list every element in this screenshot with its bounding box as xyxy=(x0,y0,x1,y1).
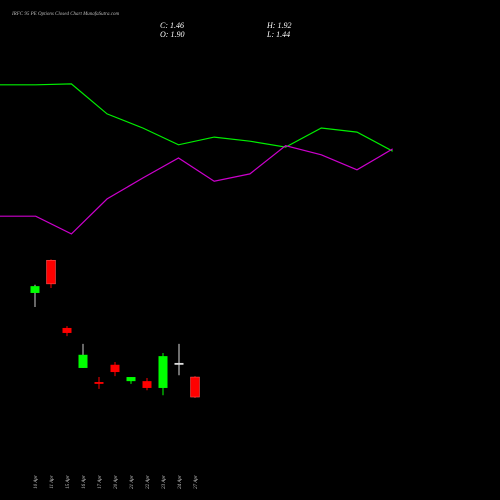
x-tick-label: 10 Apr xyxy=(34,475,39,489)
x-tick-label: 24 Apr xyxy=(178,475,183,489)
candle-body xyxy=(110,364,120,373)
chart-title: IRFC 95 PE Options Closed Chart MunafaSu… xyxy=(11,12,119,17)
candle-body xyxy=(142,381,152,388)
x-tick-label: 15 Apr xyxy=(66,475,71,489)
x-tick-label: 17 Apr xyxy=(98,475,103,489)
candle-body xyxy=(30,286,40,293)
x-tick-label: 27 Apr xyxy=(194,475,199,489)
x-tick-label: 11 Apr xyxy=(50,475,55,488)
candle-body xyxy=(62,327,72,333)
x-tick-label: 20 Apr xyxy=(114,475,119,489)
high-label: H: 1.92 xyxy=(266,21,291,30)
overlay-line xyxy=(0,145,394,235)
x-tick-label: 22 Apr xyxy=(146,475,151,489)
candle-body xyxy=(158,356,168,388)
close-label: C: 1.46 xyxy=(160,21,184,30)
x-tick-label: 16 Apr xyxy=(82,475,87,489)
candle-body xyxy=(78,354,88,368)
candle-body xyxy=(190,376,200,398)
overlay-line xyxy=(0,83,393,152)
open-label: O: 1.90 xyxy=(160,30,184,39)
candle-body xyxy=(126,377,136,382)
x-tick-label: 23 Apr xyxy=(162,475,167,489)
candle-body xyxy=(94,382,104,384)
x-tick-label: 21 Apr xyxy=(130,475,135,489)
low-label: L: 1.44 xyxy=(266,30,290,39)
candle-body xyxy=(46,259,56,285)
candle-body xyxy=(174,362,184,365)
